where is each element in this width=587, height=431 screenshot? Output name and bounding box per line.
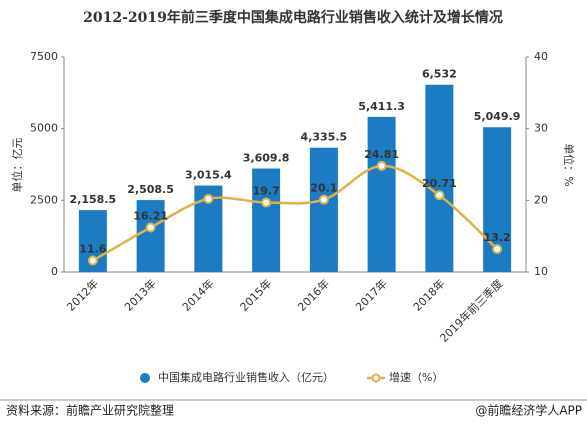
x-tick-label: 2013年	[121, 276, 158, 313]
bar-label: 6,532	[422, 68, 457, 81]
point-label: 20.1	[310, 182, 337, 195]
point-label: 11.6	[79, 243, 106, 256]
bar-label: 3,015.4	[185, 169, 232, 182]
x-tick-label: 2012年	[64, 276, 101, 313]
line-point	[145, 222, 156, 233]
y-tick-label: 5000	[30, 122, 58, 135]
legend-swatch	[371, 373, 381, 383]
bar-label: 2,508.5	[127, 183, 174, 196]
bar-label: 5,049.9	[474, 110, 521, 123]
line-point	[203, 193, 214, 204]
line-point	[87, 255, 98, 266]
legend-label: 增速（%）	[389, 370, 443, 384]
y-tick-label: 7500	[30, 50, 58, 63]
x-tick-label: 2018年	[410, 276, 447, 313]
legend-label: 中国集成电路行业销售收入（亿元）	[158, 370, 334, 384]
line-point	[376, 160, 387, 171]
y2-axis-label: 单位：%	[562, 143, 576, 186]
line-point	[318, 194, 329, 205]
bar	[136, 200, 165, 272]
point-label: 24.81	[364, 148, 399, 161]
point-label: 19.7	[253, 184, 280, 197]
y2-tick-label: 30	[534, 122, 548, 135]
y2-tick-label: 10	[534, 265, 548, 278]
line-point	[492, 244, 503, 255]
x-tick-label: 2014年	[179, 276, 216, 313]
x-tick-label: 2015年	[237, 276, 274, 313]
line-point	[261, 197, 272, 208]
y-axis-label: 单位：亿元	[10, 138, 24, 193]
bar	[425, 84, 454, 273]
y-tick-label: 2500	[30, 193, 58, 206]
point-label: 20.71	[422, 177, 457, 190]
bar-label: 2,158.5	[70, 193, 117, 206]
credit: @前瞻经济学人APP	[475, 403, 582, 418]
x-tick-label: 2016年	[295, 276, 332, 313]
point-label: 16.21	[133, 209, 168, 222]
line-point	[434, 190, 445, 201]
x-tick-label: 2017年	[352, 276, 389, 313]
chart-title: 2012-2019年前三季度中国集成电路行业销售收入统计及增长情况	[83, 9, 503, 26]
legend-swatch	[140, 373, 150, 383]
bar-label: 3,609.8	[243, 152, 290, 165]
y2-tick-label: 20	[534, 193, 548, 206]
bar-label: 4,335.5	[301, 131, 348, 144]
bar	[309, 147, 338, 272]
source: 资料来源：前瞻产业研究院整理	[6, 403, 174, 418]
y-tick-label: 0	[51, 265, 58, 278]
bar-label: 5,411.3	[358, 100, 405, 113]
bar	[252, 168, 281, 272]
point-label: 13.2	[484, 231, 511, 244]
y2-tick-label: 40	[534, 50, 548, 63]
bar	[367, 116, 396, 272]
